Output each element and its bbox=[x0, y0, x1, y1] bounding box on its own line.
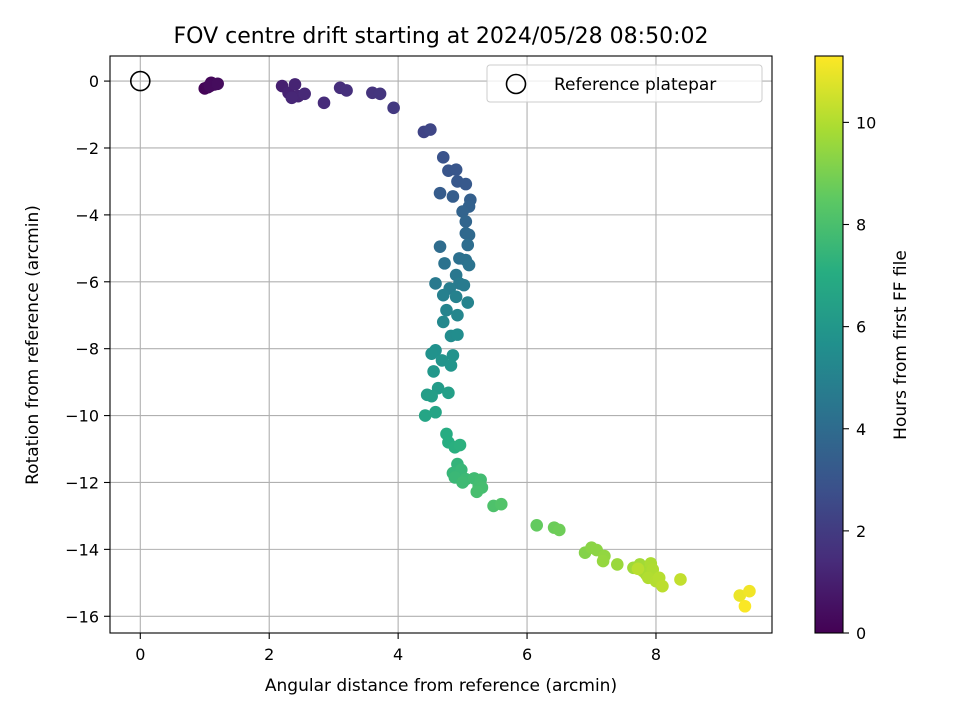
chart-title: FOV centre drift starting at 2024/05/28 … bbox=[174, 24, 709, 49]
legend-marker-reference bbox=[505, 73, 527, 95]
colorbar-gradient bbox=[815, 56, 843, 633]
data-point bbox=[451, 308, 464, 322]
data-point bbox=[317, 96, 331, 110]
data-point bbox=[530, 518, 544, 532]
data-point bbox=[387, 101, 400, 115]
data-point bbox=[298, 87, 311, 101]
data-point bbox=[418, 409, 432, 422]
data-point bbox=[436, 315, 450, 329]
legend: Reference platepar bbox=[486, 64, 763, 103]
data-point bbox=[674, 573, 687, 586]
colorbar-frame bbox=[814, 55, 844, 634]
data-point bbox=[457, 278, 471, 292]
data-point bbox=[438, 257, 451, 270]
data-point bbox=[429, 405, 442, 419]
data-point bbox=[433, 240, 447, 253]
colorbar-ticks: 0 2 4 6 8 10 bbox=[843, 113, 876, 643]
data-point bbox=[433, 186, 447, 200]
data-point bbox=[285, 91, 299, 105]
data-point bbox=[340, 84, 353, 97]
y-axis-ticks: 0 −2 −4 −6 −8 −10 −12 −14 −16 bbox=[65, 72, 110, 626]
data-point bbox=[449, 290, 463, 304]
data-point bbox=[738, 599, 752, 613]
y-tick-label: −16 bbox=[65, 607, 99, 626]
data-point bbox=[436, 288, 450, 302]
data-point bbox=[446, 190, 460, 203]
data-point bbox=[425, 389, 438, 403]
y-tick-label: −12 bbox=[65, 473, 99, 492]
data-point bbox=[459, 215, 473, 228]
y-tick-label: −6 bbox=[75, 273, 99, 292]
data-point bbox=[453, 438, 467, 452]
data-point bbox=[610, 558, 624, 571]
data-point bbox=[425, 347, 438, 360]
colorbar: 0 2 4 6 8 10 Hours from first FF file bbox=[814, 55, 911, 643]
x-axis-label: Angular distance from reference (arcmin) bbox=[265, 676, 617, 696]
y-tick-label: −8 bbox=[75, 340, 99, 359]
data-point bbox=[373, 87, 387, 101]
plot-background bbox=[110, 56, 772, 633]
data-point bbox=[470, 485, 484, 499]
data-point bbox=[449, 163, 463, 177]
data-point bbox=[494, 497, 508, 511]
colorbar-tick-label: 10 bbox=[856, 113, 876, 132]
colorbar-tick-label: 2 bbox=[856, 522, 866, 541]
colorbar-tick-label: 0 bbox=[856, 624, 866, 643]
data-point bbox=[444, 359, 458, 372]
x-tick-label: 0 bbox=[135, 645, 145, 664]
plot-frame bbox=[109, 55, 773, 634]
x-tick-label: 4 bbox=[393, 645, 403, 664]
y-tick-label: −2 bbox=[75, 139, 99, 158]
data-point bbox=[451, 328, 464, 341]
data-point bbox=[596, 554, 610, 568]
data-point bbox=[461, 238, 475, 252]
scatter-points bbox=[198, 76, 756, 613]
data-point bbox=[424, 123, 437, 136]
data-point bbox=[446, 349, 460, 362]
data-point bbox=[211, 77, 224, 91]
x-tick-label: 8 bbox=[651, 645, 661, 664]
reference-point-marker bbox=[129, 70, 151, 92]
data-point bbox=[656, 579, 669, 593]
y-axis-label: Rotation from reference (arcmin) bbox=[23, 205, 43, 485]
data-point bbox=[427, 365, 440, 378]
colorbar-label: Hours from first FF file bbox=[891, 250, 911, 440]
colorbar-tick-label: 6 bbox=[856, 318, 866, 337]
colorbar-tick-label: 8 bbox=[856, 216, 866, 235]
data-point bbox=[436, 151, 450, 164]
y-tick-label: −4 bbox=[75, 206, 99, 225]
y-tick-label: 0 bbox=[89, 72, 99, 91]
x-axis-ticks: 0 2 4 6 8 bbox=[135, 633, 661, 664]
data-point bbox=[462, 258, 476, 272]
data-point bbox=[552, 523, 566, 537]
plot-area: 0 2 4 6 8 0 −2 −4 −6 −8 −10 −12 −14 −16 bbox=[65, 55, 773, 664]
data-point bbox=[733, 589, 747, 602]
data-point bbox=[442, 386, 455, 400]
data-point bbox=[456, 205, 469, 218]
data-point bbox=[461, 296, 475, 309]
legend-label-reference: Reference platepar bbox=[554, 75, 716, 95]
y-tick-label: −10 bbox=[65, 407, 99, 426]
data-point bbox=[440, 303, 453, 317]
colorbar-tick-label: 4 bbox=[856, 420, 866, 439]
data-point bbox=[462, 228, 476, 242]
x-tick-label: 2 bbox=[264, 645, 274, 664]
data-point bbox=[429, 277, 442, 290]
data-point bbox=[456, 476, 469, 489]
x-tick-label: 6 bbox=[522, 645, 532, 664]
data-point bbox=[631, 562, 645, 576]
data-point bbox=[743, 584, 756, 598]
data-point bbox=[288, 78, 302, 91]
y-tick-label: −14 bbox=[65, 540, 99, 559]
data-point bbox=[459, 177, 473, 191]
legend-box bbox=[486, 64, 763, 103]
